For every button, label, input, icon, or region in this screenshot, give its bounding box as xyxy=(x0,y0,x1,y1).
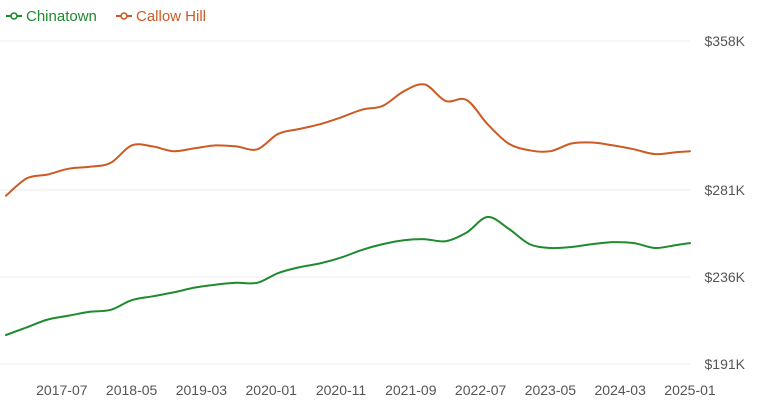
legend-item-callow-hill[interactable]: Callow Hill xyxy=(116,8,206,25)
legend-item-chinatown[interactable]: Chinatown xyxy=(6,8,97,25)
legend: Chinatown Callow Hill xyxy=(6,8,206,25)
legend-label-chinatown: Chinatown xyxy=(26,8,97,25)
x-tick-label: 2018-05 xyxy=(106,382,158,398)
gridlines xyxy=(0,40,690,365)
x-tick-label: 2019-03 xyxy=(176,382,228,398)
series-line-callow-hill[interactable] xyxy=(5,83,691,197)
x-tick-label: 2020-11 xyxy=(316,382,367,398)
x-tick-label: 2017-07 xyxy=(36,382,88,398)
x-tick-label: 2022-07 xyxy=(455,382,507,398)
y-tick-label: $358K xyxy=(705,33,746,49)
y-tick-label: $281K xyxy=(705,182,746,198)
legend-marker-chinatown xyxy=(10,12,18,20)
legend-marker-callow-hill xyxy=(120,12,128,20)
y-tick-label: $236K xyxy=(705,269,746,285)
x-tick-label: 2023-05 xyxy=(525,382,577,398)
x-tick-label: 2020-01 xyxy=(246,382,298,398)
series-line-chinatown[interactable] xyxy=(5,215,691,336)
x-tick-label: 2021-09 xyxy=(385,382,437,398)
y-tick-label: $191K xyxy=(705,356,746,372)
x-tick-label: 2025-01 xyxy=(664,382,716,398)
x-axis: 2017-07 2018-05 2019-03 2020-01 2020-11 2021-… xyxy=(36,382,716,398)
y-axis: $358K $281K $236K $191K xyxy=(705,33,746,372)
x-tick-label: 2024-03 xyxy=(595,382,647,398)
legend-label-callow-hill: Callow Hill xyxy=(136,8,206,25)
series-lines xyxy=(5,83,691,336)
